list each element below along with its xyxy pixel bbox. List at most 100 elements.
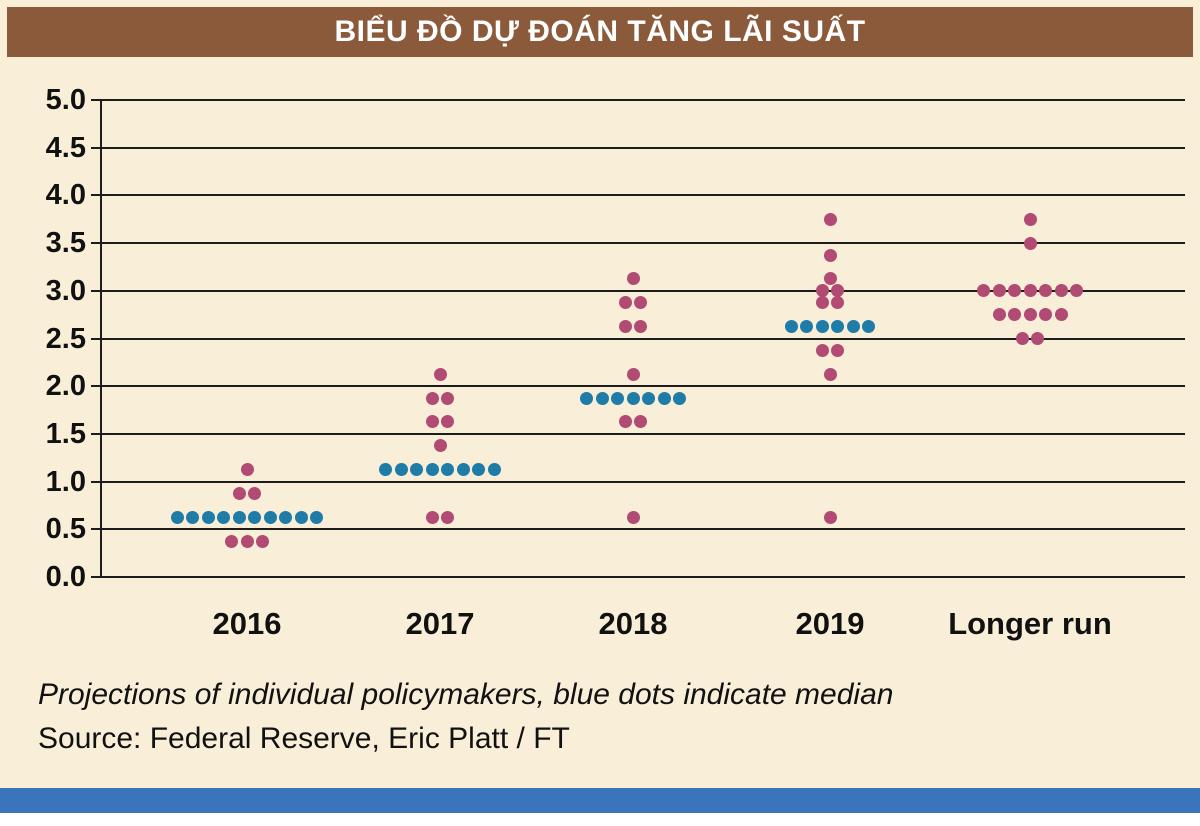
projection-dot [618,296,632,310]
y-tick-label: 2.0 [45,370,86,403]
x-category-label: 2017 [405,606,475,641]
projection-dot [992,284,1006,298]
projection-dot [425,391,439,405]
projection-dot [1023,284,1037,298]
x-category-label: 2018 [598,606,668,641]
projection-dot [1054,284,1068,298]
projection-dot [634,415,648,429]
projection-dot [815,284,829,298]
footer-white-strip [0,813,1200,826]
gridline [100,480,1185,483]
y-tick-label: 0.0 [45,561,86,593]
median-dot [642,391,655,405]
projection-dot [441,510,455,524]
y-tick [91,289,100,292]
median-dot [248,510,262,524]
median-dot [201,510,215,524]
gridline [100,99,1185,101]
projection-dot [1054,308,1068,322]
y-tick [91,385,100,388]
projection-dot [240,463,254,477]
median-dot [831,320,845,334]
y-tick [91,432,100,435]
median-dot [456,463,470,477]
median-dot [170,510,184,524]
projection-dot [1023,212,1037,226]
projection-dot [1008,284,1021,298]
chart-title: BIỂU ĐỒ DỰ ĐOÁN TĂNG LÃI SUẤT [334,15,866,48]
median-dot [595,391,609,405]
y-axis-line [100,100,102,578]
projection-dot [1039,308,1052,322]
x-category-label: Longer run [948,606,1112,641]
projection-dot [634,320,648,334]
median-dot [410,463,424,477]
y-tick [91,146,100,149]
bottom-bar [0,788,1200,813]
median-dot [784,320,798,334]
projection-dot [425,510,439,524]
chart-caption: Projections of individual policymakers, … [38,678,894,711]
y-tick-label: 4.0 [45,179,86,212]
projection-dot [823,248,837,262]
projection-dot [626,367,640,381]
y-tick [91,194,100,197]
gridline [100,576,1185,578]
projection-dot [992,308,1006,322]
median-dot [263,510,277,524]
y-tick-label: 1.0 [45,465,86,498]
title-banner: BIỂU ĐỒ DỰ ĐOÁN TĂNG LÃI SUẤT [7,7,1193,57]
projection-dot [1015,332,1029,345]
median-dot [472,463,486,477]
gridline [100,432,1185,435]
y-tick-label: 2.5 [45,322,86,355]
median-dot [232,510,246,524]
projection-dot [634,296,648,310]
projection-dot [425,415,439,429]
median-dot [310,510,324,524]
median-dot [487,463,501,477]
median-dot [626,391,640,405]
projection-dot [618,320,632,334]
projection-dot [225,534,238,548]
projection-dot [626,510,640,524]
projection-dot [441,391,455,405]
projection-dot [823,272,837,286]
projection-dot [823,367,837,381]
projection-dot [248,487,262,501]
gridline [100,194,1185,197]
median-dot [279,510,293,524]
chart-source: Source: Federal Reserve, Eric Platt / FT [38,722,570,755]
median-dot [846,320,860,334]
projection-dot [1031,332,1045,345]
y-tick-label: 3.0 [45,274,86,307]
projection-dot [256,534,269,548]
projection-dot [831,284,845,298]
gridline [100,289,1185,292]
median-dot [580,391,593,405]
median-dot [657,391,671,405]
projection-dot [815,343,829,357]
projection-dot [441,415,455,429]
projection-dot [1023,308,1037,322]
median-dot [186,510,200,524]
median-dot [441,463,455,477]
y-tick [91,480,100,483]
median-dot [862,320,876,334]
gridline [100,242,1185,245]
y-tick [91,337,100,340]
gridline [100,385,1185,388]
median-dot [217,510,231,524]
y-tick-label: 0.5 [45,513,86,546]
median-dot [394,463,408,477]
projection-dot [232,487,246,501]
y-tick [91,576,100,578]
projection-dot [823,510,837,524]
projection-dot [823,212,837,226]
x-category-label: 2019 [795,606,865,641]
median-dot [815,320,829,334]
y-tick [91,528,100,531]
projection-dot [1008,308,1021,322]
